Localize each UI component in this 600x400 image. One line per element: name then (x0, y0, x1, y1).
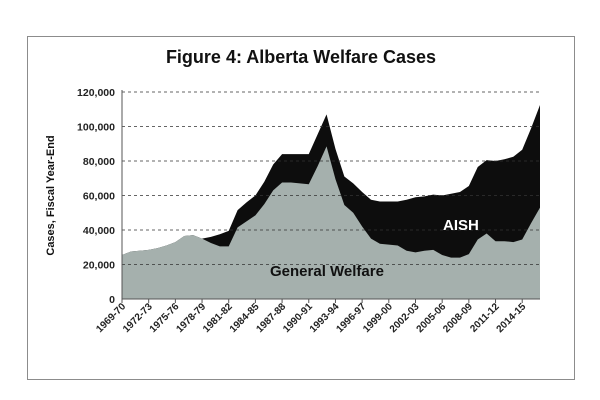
series-general-welfare-area (122, 146, 540, 299)
y-tick-label: 20,000 (83, 260, 115, 272)
y-tick-label: 100,000 (77, 122, 115, 134)
y-tick-label: 120,000 (77, 87, 115, 99)
y-tick-label: 80,000 (83, 156, 115, 168)
y-tick-label: 0 (109, 294, 115, 306)
y-tick-label: 40,000 (83, 225, 115, 237)
aish-label: AISH (443, 217, 479, 234)
y-axis-title: Cases, Fiscal Year-End (45, 135, 57, 255)
general-welfare-label: General Welfare (270, 263, 384, 280)
y-tick-label: 60,000 (83, 191, 115, 203)
x-tick-label: 2014-15 (495, 301, 529, 335)
chart-title: Figure 4: Alberta Welfare Cases (165, 47, 437, 67)
